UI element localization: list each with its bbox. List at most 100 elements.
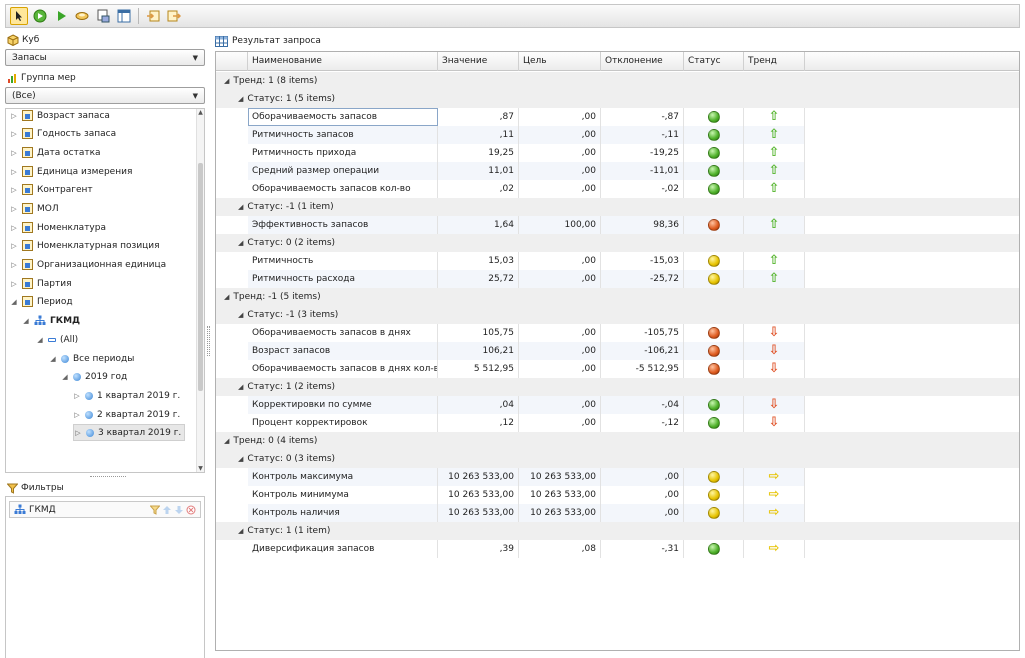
cell-status[interactable] xyxy=(684,324,744,342)
cell-value[interactable]: ,12 xyxy=(438,414,519,432)
column-header-name[interactable]: Наименование xyxy=(248,52,438,71)
cell-status[interactable] xyxy=(684,396,744,414)
cell-value[interactable]: ,04 xyxy=(438,396,519,414)
table-row[interactable]: Оборачиваемость запасов в днях 105,75,00-… xyxy=(216,324,1019,342)
cell-name[interactable]: Ритмичность расхода xyxy=(248,270,438,288)
tree-item[interactable]: ▷ Возраст запаса xyxy=(11,110,110,121)
cell-value[interactable]: 19,25 xyxy=(438,144,519,162)
collapse-icon[interactable]: ◢ xyxy=(224,77,230,85)
column-header-value[interactable]: Значение xyxy=(438,52,519,71)
cell-goal[interactable]: 10 263 533,00 xyxy=(519,468,601,486)
cell-value[interactable]: 1,64 xyxy=(438,216,519,234)
cell-goal[interactable]: ,08 xyxy=(519,540,601,558)
pointer-icon[interactable] xyxy=(10,7,28,25)
cell-name[interactable]: Оборачиваемость запасов в днях xyxy=(248,324,438,342)
cube-select[interactable]: Запасы ▼ xyxy=(5,49,205,66)
collapse-icon[interactable]: ◢ xyxy=(238,311,244,319)
collapse-icon[interactable]: ◢ xyxy=(37,335,43,344)
column-header-trend[interactable]: Тренд xyxy=(744,52,805,71)
cell-value[interactable]: 25,72 xyxy=(438,270,519,288)
table-row[interactable]: Средний размер операции 11,01,00 -11,01 ⇧ xyxy=(216,162,1019,180)
tree-item[interactable]: ◢ Все периоды xyxy=(50,353,135,364)
arrow-down-icon[interactable] xyxy=(174,505,184,515)
cell-deviation[interactable]: -,04 xyxy=(601,396,684,414)
group-row[interactable]: ◢ Тренд: 0 (4 items) xyxy=(216,432,1019,450)
collapse-icon[interactable]: ◢ xyxy=(238,239,244,247)
cell-status[interactable] xyxy=(684,468,744,486)
cell-name[interactable]: Корректировки по сумме xyxy=(248,396,438,414)
cell-goal[interactable]: ,00 xyxy=(519,252,601,270)
cell-deviation[interactable]: ,00 xyxy=(601,468,684,486)
collapse-icon[interactable]: ◢ xyxy=(11,297,17,306)
tree-item[interactable]: ▷ 2 квартал 2019 г. xyxy=(74,409,181,420)
column-header-status[interactable]: Статус xyxy=(684,52,744,71)
cell-name[interactable]: Средний размер операции xyxy=(248,162,438,180)
cell-value[interactable]: 15,03 xyxy=(438,252,519,270)
collapse-icon[interactable]: ◢ xyxy=(238,95,244,103)
cell-value[interactable]: 11,01 xyxy=(438,162,519,180)
layout-icon[interactable] xyxy=(115,7,133,25)
cell-goal[interactable]: 10 263 533,00 xyxy=(519,504,601,522)
collapse-icon[interactable]: ◢ xyxy=(224,437,230,445)
cell-value[interactable]: 106,21 xyxy=(438,342,519,360)
cell-deviation[interactable]: -19,25 xyxy=(601,144,684,162)
subgroup-row[interactable]: ◢ Статус: 1 (2 items) xyxy=(216,378,1019,396)
cell-value[interactable]: ,02 xyxy=(438,180,519,198)
measure-group-select[interactable]: (Все) ▼ xyxy=(5,87,205,104)
group-row[interactable]: ◢ Тренд: 1 (8 items) xyxy=(216,72,1019,90)
vertical-splitter[interactable] xyxy=(207,326,210,356)
expand-icon[interactable]: ▷ xyxy=(11,111,17,120)
cell-trend[interactable]: ⇨ xyxy=(744,486,805,504)
cell-deviation[interactable]: 98,36 xyxy=(601,216,684,234)
cell-deviation[interactable]: -25,72 xyxy=(601,270,684,288)
tree-item[interactable]: ▷ Дата остатка xyxy=(11,147,101,158)
subgroup-row[interactable]: ◢ Статус: 0 (2 items) xyxy=(216,234,1019,252)
cell-trend[interactable]: ⇩ xyxy=(744,324,805,342)
cell-goal[interactable]: ,00 xyxy=(519,144,601,162)
table-row[interactable]: Процент корректировок ,12,00 -,12 ⇩ xyxy=(216,414,1019,432)
tree-item[interactable]: ▷ Номенклатурная позиция xyxy=(11,240,160,251)
tree-item[interactable]: ▷ Контрагент xyxy=(11,184,93,195)
collapse-icon[interactable]: ◢ xyxy=(238,527,244,535)
cell-goal[interactable]: ,00 xyxy=(519,270,601,288)
subgroup-row[interactable]: ◢ Статус: -1 (3 items) xyxy=(216,306,1019,324)
cell-trend[interactable]: ⇨ xyxy=(744,540,805,558)
table-row[interactable]: Контроль наличия 10 263 533,00 10 263 533,… xyxy=(216,504,1019,522)
table-row[interactable]: Ритмичность 15,03,00 -15,03 ⇧ xyxy=(216,252,1019,270)
cell-name[interactable]: Возраст запасов xyxy=(248,342,438,360)
expand-icon[interactable]: ▷ xyxy=(11,223,17,232)
expand-icon[interactable]: ▷ xyxy=(75,428,81,437)
table-row[interactable]: Возраст запасов 106,21,00 -106,21 ⇩ xyxy=(216,342,1019,360)
cube-icon[interactable] xyxy=(73,7,91,25)
cell-value[interactable]: 105,75 xyxy=(438,324,519,342)
cell-status[interactable] xyxy=(684,252,744,270)
cell-status[interactable] xyxy=(684,360,744,378)
table-row[interactable]: Оборачиваемость запасов ,87,00 -,87 ⇧ xyxy=(216,108,1019,126)
cell-deviation[interactable]: -,12 xyxy=(601,414,684,432)
cell-status[interactable] xyxy=(684,504,744,522)
tree-item[interactable]: ▷ МОЛ xyxy=(11,203,59,214)
cell-value[interactable]: 5 512,95 xyxy=(438,360,519,378)
cell-name[interactable]: Эффективность запасов xyxy=(248,216,438,234)
subgroup-row[interactable]: ◢ Статус: 1 (5 items) xyxy=(216,90,1019,108)
cell-status[interactable] xyxy=(684,180,744,198)
subgroup-row[interactable]: ◢ Статус: 0 (3 items) xyxy=(216,450,1019,468)
cell-name[interactable]: Оборачиваемость запасов кол-во xyxy=(248,180,438,198)
cell-deviation[interactable]: ,00 xyxy=(601,504,684,522)
cell-deviation[interactable]: -,31 xyxy=(601,540,684,558)
cell-name[interactable]: Контроль наличия xyxy=(248,504,438,522)
cell-goal[interactable]: 10 263 533,00 xyxy=(519,486,601,504)
cell-deviation[interactable]: -,02 xyxy=(601,180,684,198)
expand-icon[interactable]: ▷ xyxy=(11,279,17,288)
table-row[interactable]: Оборачиваемость запасов кол-во ,02,00 -,02… xyxy=(216,180,1019,198)
table-row[interactable]: Диверсификация запасов ,39,08 -,31 ⇨ xyxy=(216,540,1019,558)
cell-name[interactable]: Контроль минимума xyxy=(248,486,438,504)
tree-item[interactable]: ▷ Единица измерения xyxy=(11,166,133,177)
cell-deviation[interactable]: -,87 xyxy=(601,108,684,126)
cell-trend[interactable]: ⇧ xyxy=(744,144,805,162)
cell-trend[interactable]: ⇨ xyxy=(744,468,805,486)
tree-item-selected[interactable]: ▷ 3 квартал 2019 г. xyxy=(73,424,186,441)
table-row[interactable]: Ритмичность прихода 19,25,00 -19,25 ⇧ xyxy=(216,144,1019,162)
cell-goal[interactable]: 100,00 xyxy=(519,216,601,234)
table-row[interactable]: Контроль минимума 10 263 533,00 10 263 533… xyxy=(216,486,1019,504)
